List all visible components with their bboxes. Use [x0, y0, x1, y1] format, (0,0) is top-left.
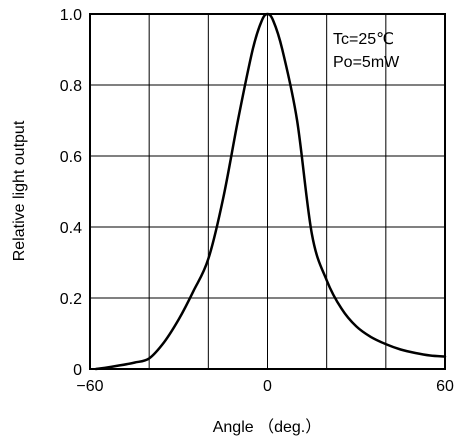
x-tick-labels: −60 0 60	[76, 378, 454, 395]
y-axis-label: Relative light output	[11, 120, 28, 261]
y-tick-label: 0.8	[60, 78, 82, 95]
x-tick-label: 60	[436, 378, 454, 395]
y-tick-label: 0.4	[60, 220, 82, 237]
grid	[90, 14, 445, 369]
x-tick-label: 0	[263, 378, 272, 395]
x-tick-label: −60	[76, 378, 103, 395]
x-axis-label: Angle （deg.）	[213, 418, 322, 436]
y-tick-label: 0.6	[60, 149, 82, 166]
annotation-po: Po=5mW	[333, 54, 400, 71]
plot-frame	[89, 13, 446, 370]
y-tick-label: 0.2	[60, 291, 82, 308]
y-tick-label: 0	[73, 362, 82, 379]
y-tick-labels: 0 0.2 0.4 0.6 0.8 1.0	[60, 7, 82, 379]
annotation-tc: Tc=25℃	[333, 31, 394, 48]
y-tick-label: 1.0	[60, 7, 82, 24]
